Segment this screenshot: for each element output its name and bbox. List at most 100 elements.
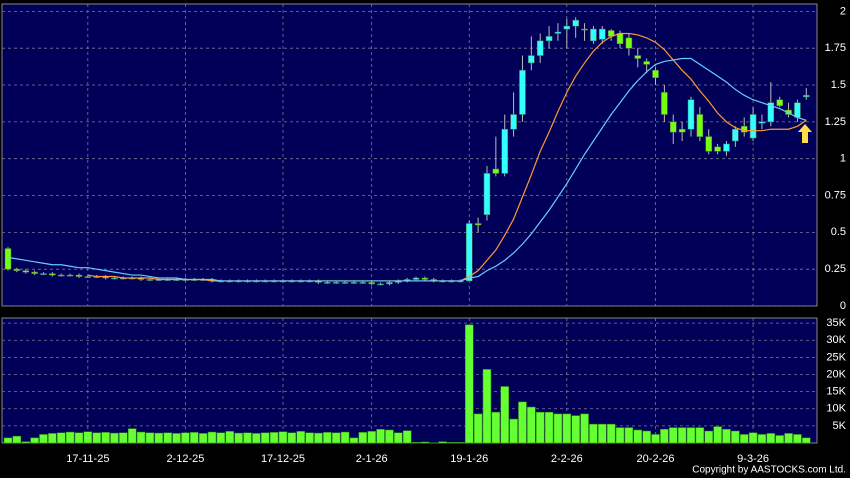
volume-bar <box>136 431 146 444</box>
volume-bar <box>314 432 323 444</box>
candle-body <box>386 282 393 285</box>
moving-average-line <box>7 57 807 282</box>
candle-body <box>324 282 331 284</box>
volume-bar <box>482 369 492 444</box>
candle-body <box>377 283 384 286</box>
volume-bar <box>766 433 776 444</box>
volume-bar <box>527 406 536 444</box>
y-tick-label: 1.5 <box>831 79 846 91</box>
volume-bar <box>615 427 625 444</box>
volume-bar <box>793 434 802 444</box>
volume-bar <box>83 431 93 444</box>
volume-bar <box>119 432 128 444</box>
volume-bar <box>633 429 643 444</box>
candle-body <box>678 128 686 133</box>
volume-bar <box>571 415 580 444</box>
volume-bar <box>456 442 465 444</box>
volume-tick-label: 35K <box>826 317 846 329</box>
volume-bar <box>704 430 713 444</box>
arrow-icon <box>798 124 812 143</box>
candle-body <box>13 268 21 271</box>
x-tick-label: 9-3-26 <box>737 453 769 465</box>
candle-body <box>749 114 757 139</box>
volume-tick-label: 10K <box>826 403 846 415</box>
volume-bar <box>775 435 784 444</box>
candle-body <box>723 143 730 152</box>
volume-bar <box>269 432 279 444</box>
volume-bar <box>731 430 740 444</box>
volume-bar <box>722 429 731 444</box>
volume-bar <box>296 431 305 444</box>
candle-body <box>510 114 517 130</box>
candle-body <box>572 19 579 27</box>
volume-bar <box>713 426 722 444</box>
volume-bar <box>181 432 190 444</box>
candle-body <box>581 28 588 31</box>
volume-bar <box>367 431 376 444</box>
volume-bar <box>509 418 518 444</box>
candle-body <box>661 92 668 115</box>
plot-layer: 00.250.50.7511.251.51.7525K10K15K20K25K3… <box>2 4 847 465</box>
candle-body <box>40 273 47 275</box>
volume-bar <box>145 432 155 444</box>
volume-bar <box>669 427 678 444</box>
volume-bar <box>580 413 589 444</box>
volume-bar <box>234 432 243 444</box>
volume-bar <box>305 432 314 444</box>
x-tick-label: 2-2-26 <box>551 453 583 465</box>
volume-bar <box>340 431 350 444</box>
volume-bar <box>544 411 554 444</box>
volume-bar <box>606 423 616 444</box>
candle-body <box>341 282 349 284</box>
volume-tick-label: 25K <box>826 351 846 363</box>
volume-bar <box>278 431 288 444</box>
candle-body <box>670 121 677 133</box>
copyright: Copyright by AASTOCKS.com Ltd. <box>692 465 846 476</box>
candle-body <box>84 276 92 278</box>
volume-bar <box>163 432 172 444</box>
y-tick-label: 2 <box>840 5 846 17</box>
volume-bar <box>252 433 261 444</box>
volume-bar <box>748 432 758 444</box>
volume-bar <box>21 441 30 444</box>
candle-body <box>794 102 801 118</box>
y-tick-label: 0.25 <box>825 263 846 275</box>
volume-bar <box>358 432 368 444</box>
volume-bar <box>207 431 217 444</box>
candle-body <box>803 95 810 98</box>
volume-bar <box>438 441 447 444</box>
volume-bar <box>624 427 634 444</box>
volume-tick-label: 5K <box>833 420 847 432</box>
volume-bar <box>323 432 332 444</box>
candle-body <box>590 28 597 42</box>
candle-body <box>483 173 491 215</box>
volume-bar <box>757 434 767 444</box>
volume-bar <box>12 435 22 444</box>
volume-bar <box>518 401 527 444</box>
volume-bar <box>660 429 669 444</box>
candle-body <box>49 273 56 276</box>
volume-bar <box>535 411 545 444</box>
volume-bar <box>216 432 226 444</box>
volume-bar <box>802 437 811 444</box>
volume-bar <box>500 386 509 444</box>
volume-bar <box>739 434 749 444</box>
volume-bar <box>65 431 75 444</box>
candle-body <box>332 282 340 284</box>
volume-bar <box>39 434 48 444</box>
candle-body <box>785 109 792 115</box>
candle-body <box>634 55 642 59</box>
x-tick-label: 20-2-26 <box>637 453 675 465</box>
candle-body <box>501 128 508 174</box>
y-tick-label: 0.5 <box>831 226 846 238</box>
volume-bar <box>74 432 84 444</box>
volume-bar <box>464 324 474 444</box>
candle-body <box>687 99 695 130</box>
volume-bar <box>562 413 572 444</box>
volume-bar <box>677 427 687 444</box>
candle-body <box>492 168 500 174</box>
volume-bar <box>56 432 66 444</box>
volume-bar <box>686 427 696 444</box>
volume-bar <box>784 433 793 444</box>
candle-body <box>350 282 358 284</box>
